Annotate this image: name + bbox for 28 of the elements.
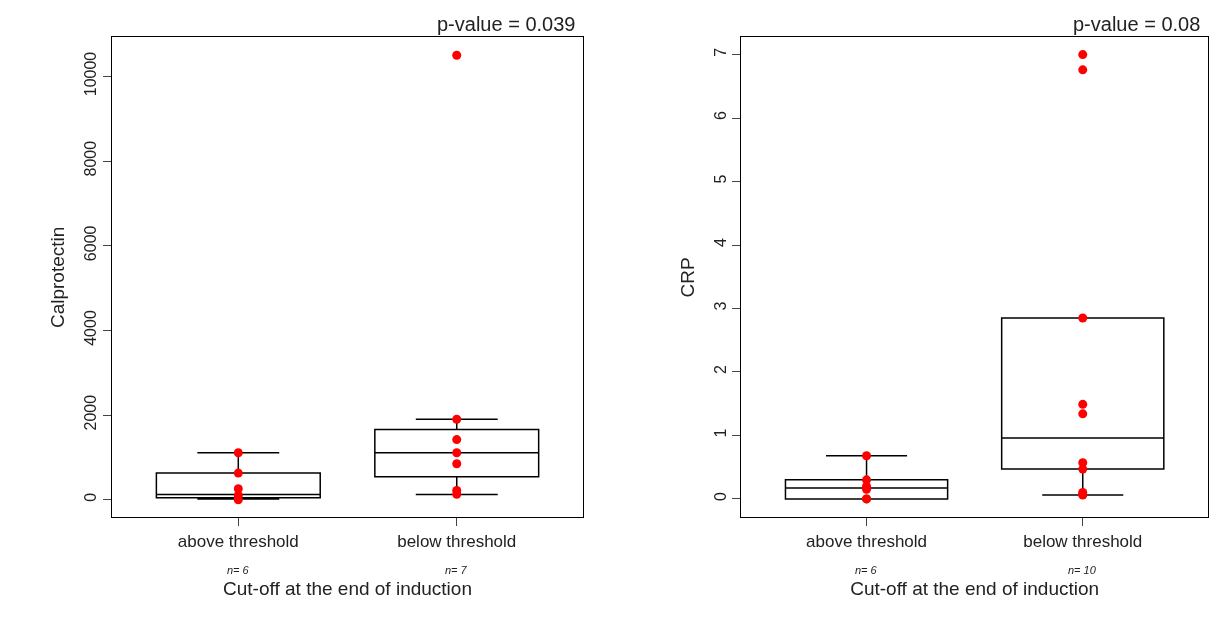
y-tick-label: 4 bbox=[711, 238, 729, 248]
text: n= 6 bbox=[227, 564, 250, 576]
y-tick-label: 0 bbox=[711, 491, 729, 501]
y-tick-label: 10000 bbox=[82, 51, 100, 97]
y-tick-label: 0 bbox=[82, 492, 100, 502]
y-tick-label: 2000 bbox=[82, 394, 100, 431]
text: n= 6 bbox=[855, 564, 878, 576]
y-tick-label: 4000 bbox=[82, 310, 100, 346]
x-tick-label: below threshold bbox=[397, 531, 517, 551]
y-tick-label: 6 bbox=[711, 111, 729, 121]
y-tick-label: 2 bbox=[711, 364, 729, 374]
chart-title: p-value = 0.039 bbox=[437, 13, 576, 35]
x-tick-label: above threshold bbox=[806, 531, 928, 551]
y-axis-title: CRP bbox=[676, 257, 698, 298]
x-axis-title: Cut-off at the end of induction bbox=[223, 578, 472, 600]
y-tick-label: 8000 bbox=[82, 140, 100, 177]
y-tick-label: 5 bbox=[711, 174, 729, 184]
x-axis-title: Cut-off at the end of induction bbox=[850, 578, 1100, 600]
y-tick-label: 1 bbox=[711, 428, 729, 438]
y-tick-label: 6000 bbox=[82, 225, 100, 262]
y-tick-label: 7 bbox=[711, 47, 729, 57]
x-tick-label: below threshold bbox=[1023, 531, 1143, 551]
y-axis-title: Calprotectin bbox=[47, 226, 69, 329]
y-tick-label: 3 bbox=[711, 301, 729, 311]
text: n= 7 bbox=[445, 564, 468, 576]
text: n= 10 bbox=[1068, 564, 1097, 576]
x-tick-label: above threshold bbox=[177, 531, 299, 551]
chart-title: p-value = 0.08 bbox=[1073, 13, 1201, 35]
